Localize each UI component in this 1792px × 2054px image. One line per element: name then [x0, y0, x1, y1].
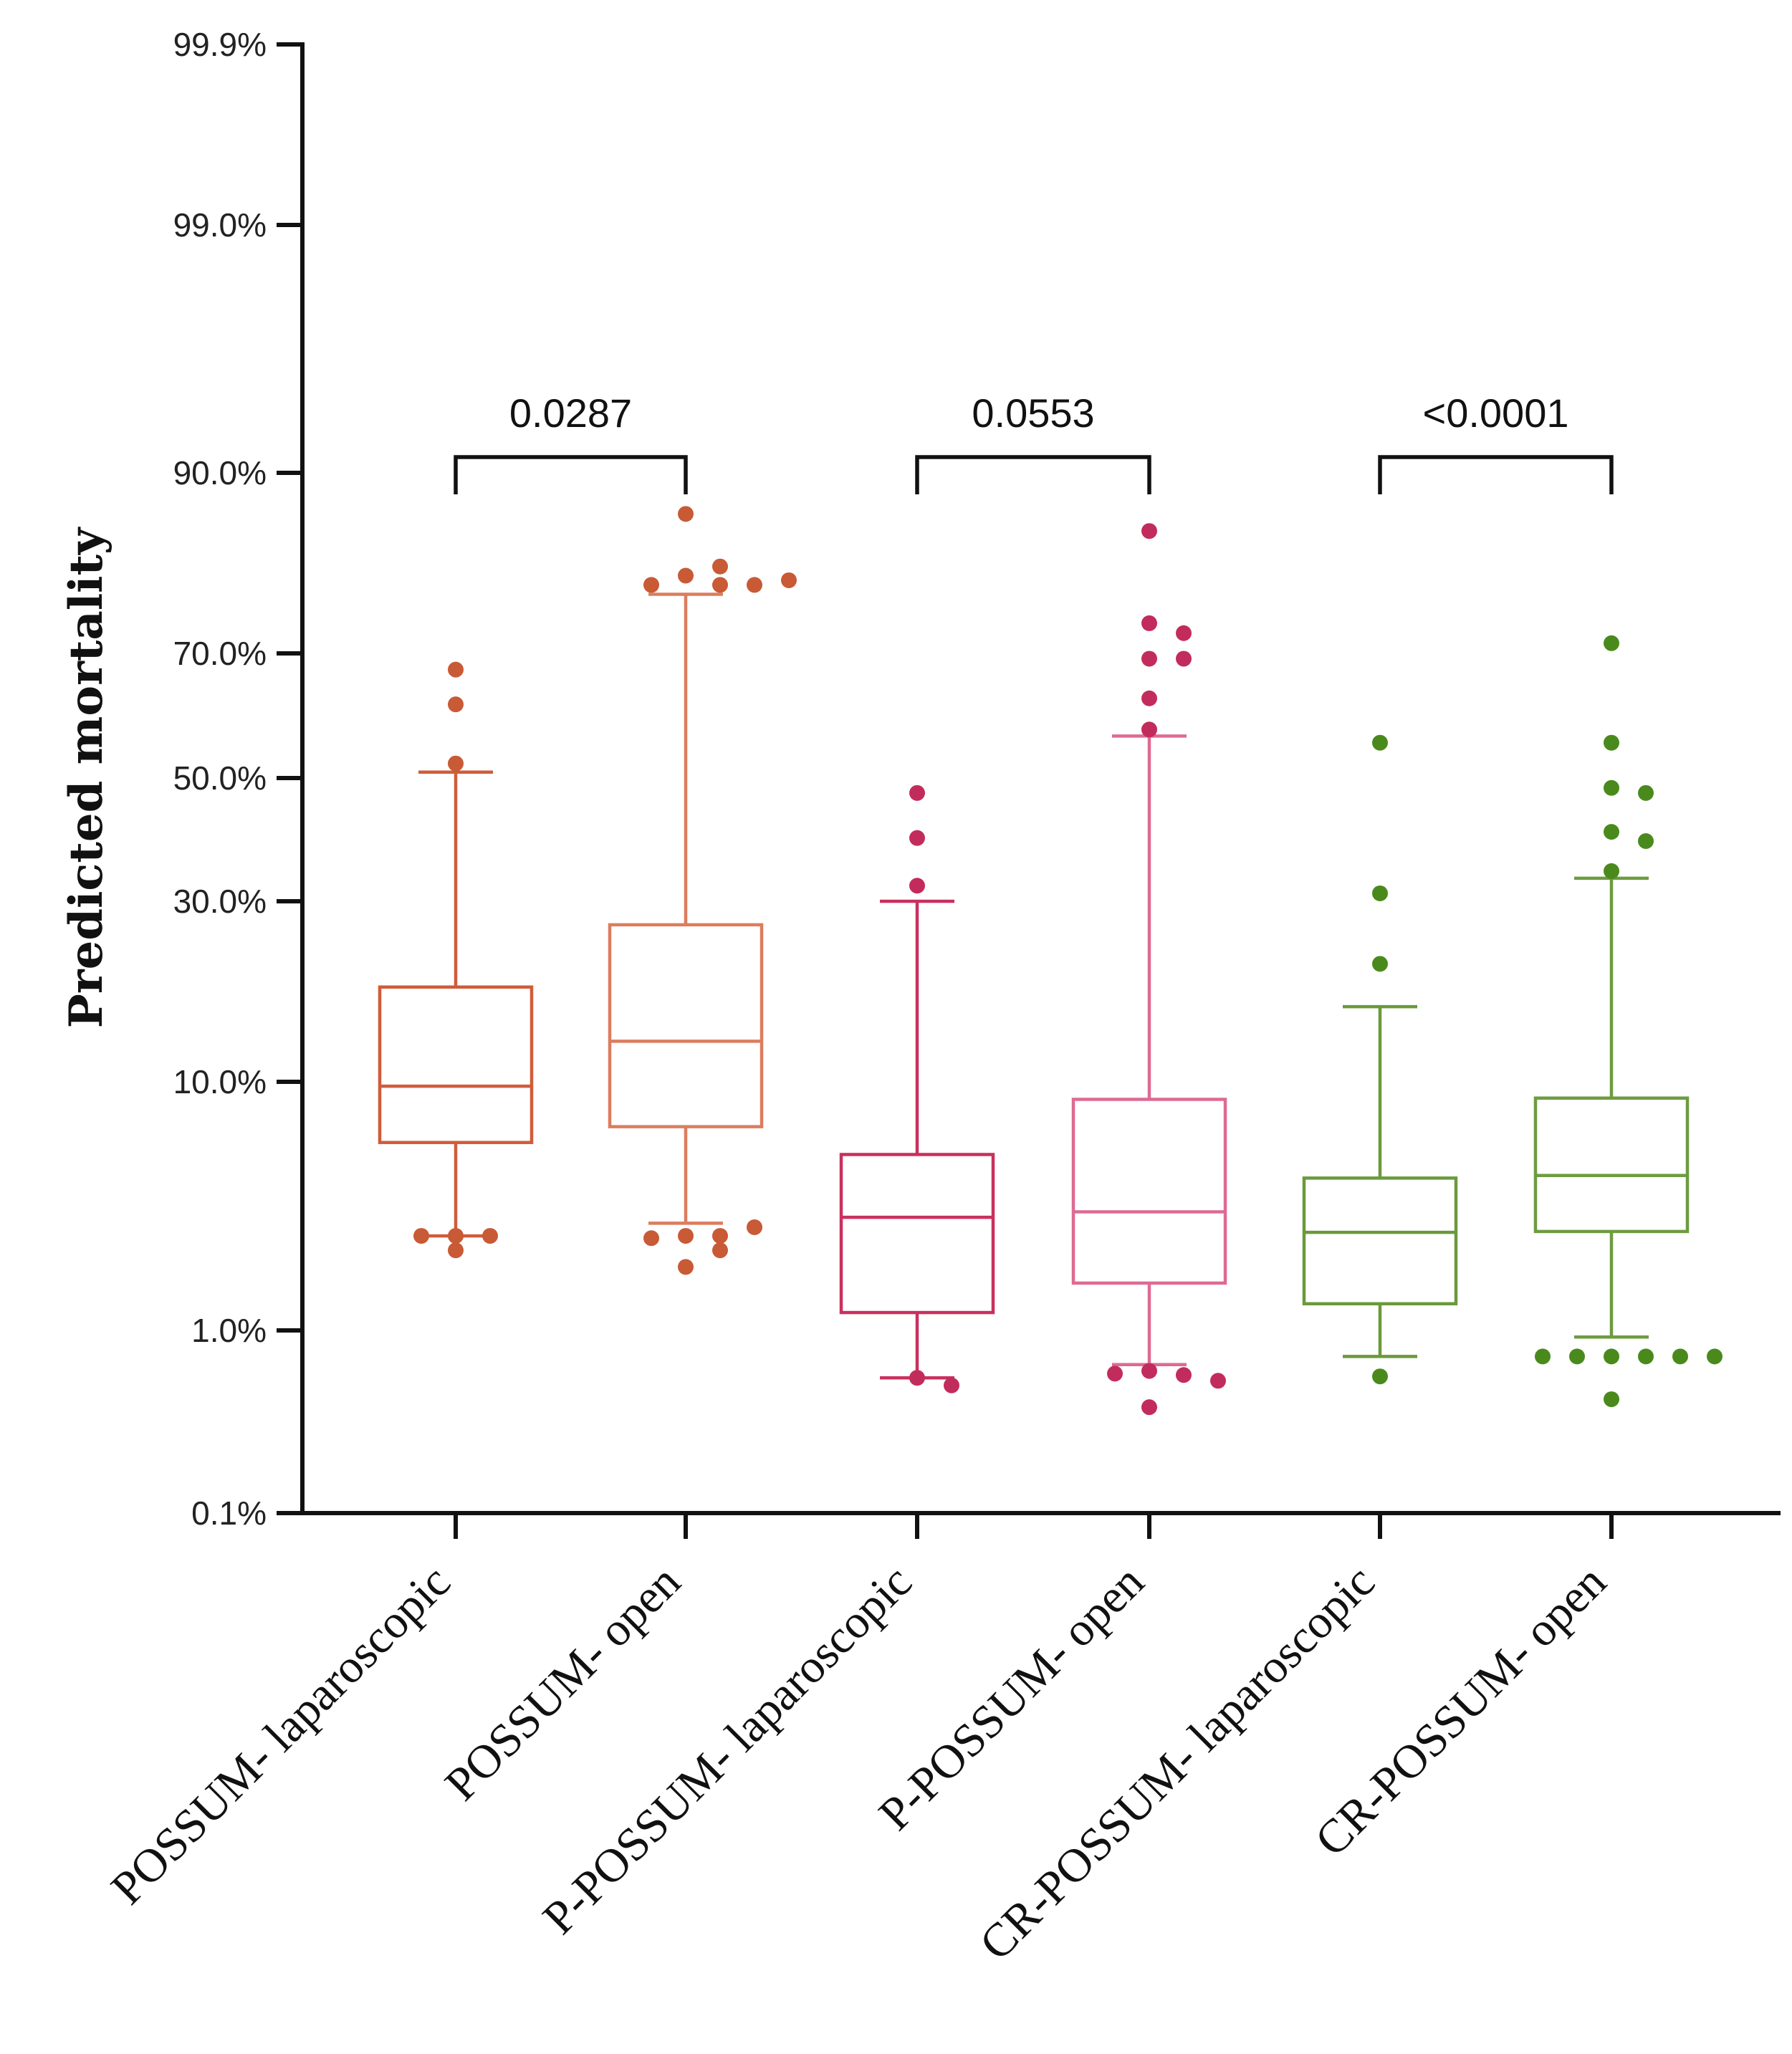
y-tick-label: 0.1%	[191, 1494, 267, 1532]
y-tick-label: 99.0%	[173, 206, 267, 244]
p-value-label: 0.0287	[509, 390, 632, 436]
significance-bracket: <0.0001	[1378, 390, 1614, 494]
y-tick-label: 70.0%	[173, 635, 267, 672]
outlier-point	[712, 1228, 728, 1244]
y-tick-label: 50.0%	[173, 759, 267, 797]
outlier-point	[1176, 1367, 1192, 1383]
outlier-point	[1638, 1348, 1654, 1365]
bracket-line	[1378, 455, 1614, 494]
significance-brackets: 0.0287 0.0553 <0.0001	[454, 390, 1614, 494]
outlier-point	[1604, 1348, 1619, 1365]
outlier-point	[643, 1230, 659, 1247]
bracket-line	[915, 455, 1151, 494]
outlier-point	[448, 1228, 464, 1244]
box-group	[1533, 635, 1722, 1408]
significance-bracket: 0.0287	[454, 390, 688, 494]
outlier-point	[678, 506, 694, 522]
outlier-point	[448, 1242, 464, 1259]
outlier-point	[1707, 1348, 1722, 1365]
y-tick-label: 90.0%	[173, 454, 267, 491]
y-tick-label: 1.0%	[191, 1312, 267, 1349]
iqr-box	[1302, 1176, 1458, 1306]
outlier-point	[1569, 1348, 1585, 1365]
outlier-point	[909, 830, 925, 846]
outlier-point	[1372, 956, 1388, 972]
y-axis-title: Predicted mortality	[59, 527, 113, 1028]
outlier-point	[712, 558, 728, 575]
outlier-point	[1176, 625, 1192, 641]
outlier-point	[1638, 784, 1654, 801]
box-series	[378, 506, 1722, 1416]
box-group	[1071, 523, 1227, 1416]
box-group	[608, 506, 797, 1275]
outlier-point	[1141, 523, 1157, 539]
outlier-point	[909, 878, 925, 894]
box-group	[1302, 734, 1458, 1385]
outlier-point	[448, 755, 464, 772]
iqr-box	[608, 923, 764, 1128]
p-value-label: 0.0553	[972, 390, 1094, 436]
outlier-point	[1141, 1399, 1157, 1416]
bracket-line	[454, 455, 688, 494]
outlier-point	[482, 1228, 498, 1244]
y-axis-title-group: Predicted mortality	[59, 527, 113, 1028]
x-category-label: POSSUM- laparoscopic	[101, 1555, 460, 1914]
outlier-point	[1141, 651, 1157, 667]
outlier-point	[413, 1228, 429, 1244]
outlier-point	[909, 784, 925, 801]
y-tick-label: 99.9%	[173, 26, 267, 63]
outlier-point	[1141, 1363, 1157, 1379]
outlier-point	[678, 1259, 694, 1275]
iqr-box	[839, 1153, 995, 1315]
p-value-label: <0.0001	[1423, 390, 1569, 436]
outlier-point	[1672, 1348, 1688, 1365]
outlier-point	[944, 1377, 959, 1393]
outlier-point	[1141, 721, 1157, 738]
outlier-point	[1604, 779, 1619, 796]
outlier-point	[1176, 651, 1192, 667]
outlier-point	[1604, 1391, 1619, 1408]
box-group	[839, 784, 995, 1393]
x-category-label: CR-POSSUM- laparoscopic	[969, 1555, 1384, 1970]
box-group	[378, 661, 534, 1259]
y-axis: 99.9% 99.0% 90.0% 70.0% 50.0% 30.0% 10.0% 1.0% 0…	[173, 26, 305, 1532]
iqr-box	[1533, 1096, 1690, 1234]
x-category-label: P-POSSUM- laparoscopic	[533, 1555, 922, 1944]
outlier-point	[909, 1370, 925, 1386]
outlier-point	[1638, 833, 1654, 850]
outlier-point	[1141, 690, 1157, 706]
outlier-point	[747, 1219, 762, 1236]
outlier-point	[712, 577, 728, 593]
outlier-point	[643, 577, 659, 593]
y-tick-label: 10.0%	[173, 1063, 267, 1100]
outlier-point	[1604, 734, 1619, 751]
outlier-point	[747, 577, 762, 593]
outlier-point	[678, 1228, 694, 1244]
outlier-point	[1372, 1368, 1388, 1385]
outlier-point	[1604, 824, 1619, 840]
outlier-point	[1141, 615, 1157, 631]
outlier-point	[712, 1242, 728, 1259]
x-category-label: POSSUM- open	[435, 1555, 690, 1810]
iqr-box	[378, 985, 534, 1144]
y-tick-label: 30.0%	[173, 883, 267, 920]
outlier-point	[678, 567, 694, 584]
outlier-point	[1604, 635, 1619, 651]
outlier-point	[1604, 863, 1619, 879]
outlier-point	[1372, 734, 1388, 751]
outlier-point	[1535, 1348, 1551, 1365]
outlier-point	[781, 572, 797, 588]
outlier-point	[448, 696, 464, 713]
outlier-point	[1372, 885, 1388, 901]
outlier-point	[1107, 1366, 1123, 1382]
iqr-box	[1071, 1098, 1227, 1285]
outlier-point	[448, 661, 464, 678]
outlier-point	[1210, 1373, 1226, 1389]
significance-bracket: 0.0553	[915, 390, 1151, 494]
